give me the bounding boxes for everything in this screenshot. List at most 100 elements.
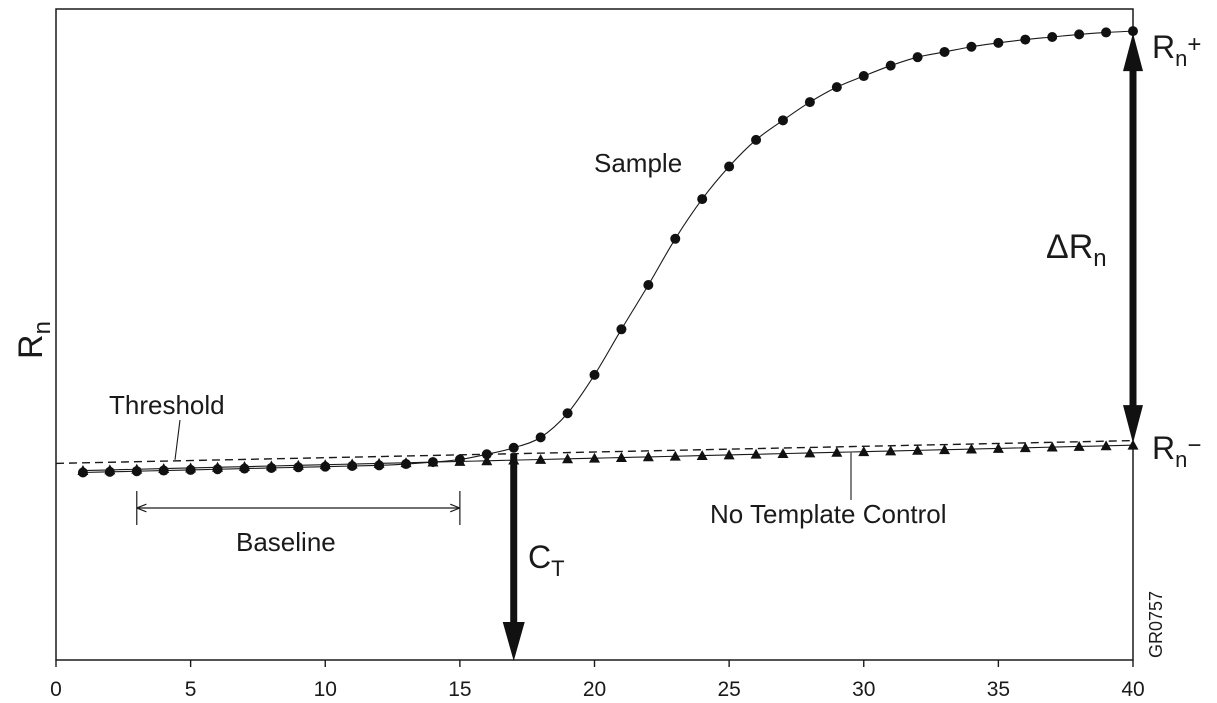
ct-label-main: C bbox=[528, 539, 551, 575]
no-template-control-point bbox=[400, 457, 412, 468]
no-template-control-point bbox=[212, 461, 224, 472]
delta-rn-label-sub: n bbox=[1093, 245, 1106, 272]
x-tick-label: 30 bbox=[852, 678, 875, 701]
sample-point bbox=[993, 37, 1004, 48]
sample-point bbox=[885, 60, 896, 71]
rn-minus-sup: − bbox=[1187, 432, 1201, 459]
ct-arrow-head bbox=[502, 622, 525, 661]
no-template-control-point bbox=[723, 449, 735, 460]
sample-point bbox=[1047, 31, 1058, 42]
sample-label: Sample bbox=[594, 148, 682, 178]
ntc-label: No Template Control bbox=[710, 499, 947, 529]
sample-point bbox=[481, 449, 492, 460]
sample-point bbox=[643, 280, 654, 291]
x-tick-label: 0 bbox=[50, 678, 62, 701]
no-template-control-point bbox=[696, 450, 708, 460]
sample-point bbox=[508, 442, 519, 453]
no-template-control-point bbox=[589, 452, 600, 463]
sample-point bbox=[724, 161, 735, 172]
sample-point bbox=[1074, 29, 1085, 40]
sample-point bbox=[697, 194, 708, 205]
y-axis-label-sub: n bbox=[29, 321, 56, 334]
rn-minus-main: R bbox=[1152, 430, 1175, 466]
no-template-control-point bbox=[777, 448, 789, 459]
no-template-control-point bbox=[185, 462, 197, 473]
rn-minus-sub: n bbox=[1175, 447, 1187, 472]
sample-point bbox=[912, 52, 923, 63]
x-tick-label: 35 bbox=[987, 678, 1010, 701]
plot-frame bbox=[55, 8, 1134, 661]
no-template-control-point bbox=[104, 464, 116, 475]
series-group bbox=[77, 26, 1139, 478]
rn-plus-sup: + bbox=[1187, 31, 1201, 58]
no-template-control-point bbox=[1100, 440, 1112, 451]
no-template-control-point bbox=[1019, 442, 1031, 453]
sample-point bbox=[1020, 34, 1031, 45]
threshold-line-group bbox=[55, 439, 1134, 465]
y-axis-label-main: R bbox=[12, 334, 50, 359]
x-axis-ticks: 0 5 10 15 20 25 30 35 40 bbox=[50, 660, 1145, 701]
sample-point bbox=[858, 71, 869, 82]
sample-point bbox=[562, 408, 573, 419]
no-template-control-point bbox=[1127, 439, 1139, 450]
no-template-control-point bbox=[831, 446, 843, 457]
no-template-control-curve bbox=[82, 444, 1134, 472]
no-template-control-point bbox=[1073, 440, 1085, 451]
no-template-control-point bbox=[238, 461, 250, 472]
sample-point bbox=[939, 46, 950, 57]
sample-point bbox=[535, 432, 546, 443]
no-template-control-point bbox=[562, 453, 574, 464]
no-template-control-point bbox=[885, 445, 897, 456]
threshold-line bbox=[55, 439, 1134, 465]
delta-rn-arrow-head-up bbox=[1123, 33, 1143, 72]
sample-point bbox=[1128, 26, 1138, 37]
no-template-control-point bbox=[77, 465, 89, 475]
ct-label-sub: T bbox=[551, 556, 564, 581]
no-template-control-point bbox=[535, 453, 547, 464]
no-template-control-point bbox=[912, 444, 924, 455]
x-tick-label: 10 bbox=[314, 678, 337, 701]
sample-point bbox=[616, 324, 627, 335]
no-template-control-point bbox=[319, 459, 331, 470]
no-template-control-point bbox=[804, 447, 816, 458]
delta-rn-arrow-head-down bbox=[1123, 405, 1143, 444]
baseline-label: Baseline bbox=[236, 527, 336, 557]
threshold-label: Threshold bbox=[109, 390, 225, 420]
no-template-control-point bbox=[858, 446, 870, 457]
rn-plus-sub: n bbox=[1175, 46, 1187, 71]
x-tick-label: 25 bbox=[717, 678, 740, 701]
y-axis-label: Rn bbox=[12, 321, 56, 359]
no-template-control-point bbox=[615, 452, 627, 462]
no-template-control-point bbox=[346, 458, 358, 469]
rn-minus-label: Rn− bbox=[1152, 430, 1201, 472]
no-template-control-point bbox=[939, 444, 951, 455]
no-template-control-point bbox=[965, 443, 977, 454]
sample-point bbox=[751, 134, 762, 145]
no-template-control-point bbox=[992, 442, 1004, 453]
sample-curve bbox=[82, 30, 1134, 474]
no-template-control-point bbox=[131, 463, 143, 474]
threshold-leader-line bbox=[174, 419, 181, 460]
no-template-control-point bbox=[292, 459, 304, 470]
no-template-control-point bbox=[454, 455, 466, 466]
no-template-control-point bbox=[642, 451, 654, 462]
sample-point bbox=[831, 82, 842, 93]
no-template-control-point bbox=[481, 455, 493, 466]
x-tick-label: 15 bbox=[448, 678, 471, 701]
sample-point bbox=[589, 369, 600, 380]
sample-point bbox=[1101, 27, 1112, 38]
sample-point bbox=[777, 115, 788, 126]
sample-point bbox=[670, 233, 681, 244]
annotations-group bbox=[136, 33, 1143, 661]
no-template-control-point bbox=[1046, 441, 1058, 452]
x-tick-label: 20 bbox=[583, 678, 606, 701]
no-template-control-point bbox=[750, 448, 762, 459]
no-template-control-point bbox=[373, 457, 385, 468]
delta-rn-label-main: ΔR bbox=[1046, 228, 1093, 266]
figure-code-label: GR0757 bbox=[1146, 591, 1166, 658]
sample-point bbox=[804, 97, 815, 108]
rn-plus-main: R bbox=[1152, 29, 1175, 65]
no-template-control-point bbox=[265, 460, 277, 471]
sample-point bbox=[966, 41, 977, 52]
